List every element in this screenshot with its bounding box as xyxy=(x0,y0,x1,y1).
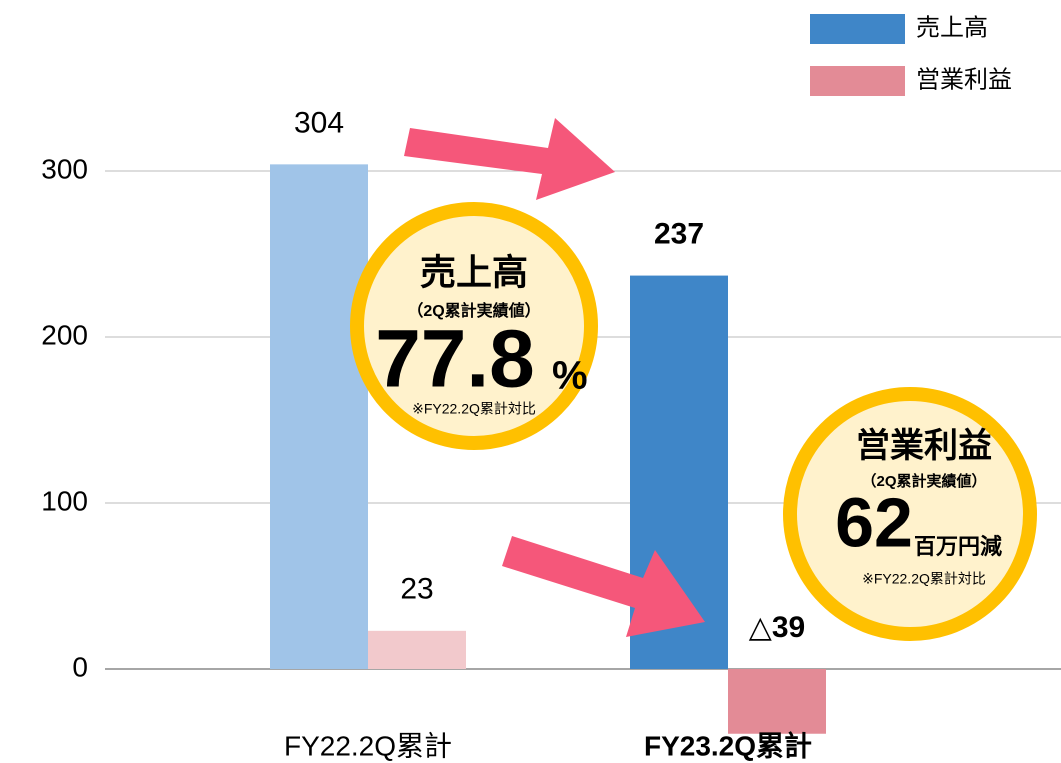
bar xyxy=(368,630,466,669)
badge-note: ※FY22.2Q累計対比 xyxy=(412,401,536,417)
legend-label: 営業利益 xyxy=(916,66,1012,93)
badge-unit: % xyxy=(552,354,588,398)
arrow xyxy=(502,536,705,637)
value-label: 23 xyxy=(400,573,433,606)
badge xyxy=(783,387,1037,641)
value-label: 304 xyxy=(294,106,344,139)
y-tick-label: 300 xyxy=(41,153,88,184)
legend-label: 売上高 xyxy=(916,14,988,41)
value-label: 237 xyxy=(654,218,704,251)
badge-title: 営業利益 xyxy=(856,427,992,465)
arrow xyxy=(404,118,615,200)
y-tick-label: 200 xyxy=(41,319,88,350)
badge xyxy=(350,202,598,450)
badge-note: ※FY22.2Q累計対比 xyxy=(862,571,986,587)
bar xyxy=(270,164,368,670)
legend-swatch xyxy=(810,66,905,96)
badge-unit: 百万円減 xyxy=(914,534,1002,559)
y-tick-label: 100 xyxy=(41,485,88,516)
y-tick-label: 0 xyxy=(72,651,88,682)
labels: FY22.2Q累計 304 23 FY23.2Q累計 237 △39 xyxy=(284,106,812,761)
badge-subtitle: （2Q累計実績値） xyxy=(407,301,540,320)
value-label: △39 xyxy=(749,611,805,644)
bar xyxy=(728,669,826,734)
badge-title: 売上高 xyxy=(420,252,528,293)
badge-subtitle: （2Q累計実績値） xyxy=(861,472,986,490)
badge-value: 62 xyxy=(835,483,913,561)
badge-value: 77.8 xyxy=(375,314,535,405)
legend-swatch xyxy=(810,14,905,44)
x-tick-label: FY22.2Q累計 xyxy=(284,730,452,761)
x-tick-label: FY23.2Q累計 xyxy=(644,729,812,761)
